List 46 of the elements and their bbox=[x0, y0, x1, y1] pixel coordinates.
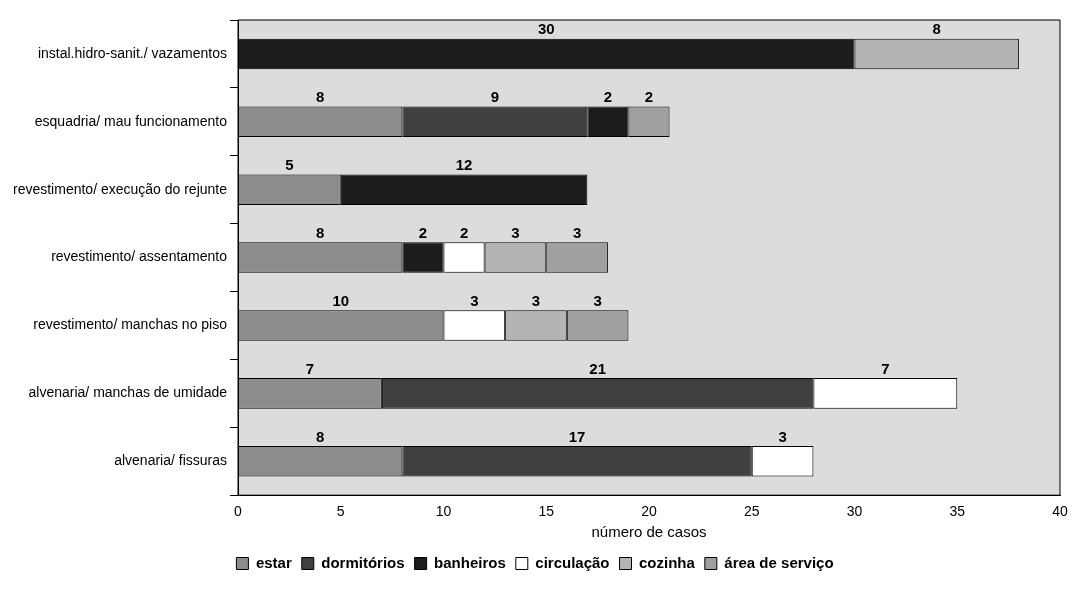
data-label: 8 bbox=[316, 88, 325, 106]
data-label: 3 bbox=[572, 223, 582, 241]
x-tick-label: 35 bbox=[949, 503, 966, 520]
data-label: 3 bbox=[593, 291, 602, 309]
y-tick-label: alvenaria/ fissuras bbox=[114, 452, 228, 469]
data-label: 3 bbox=[470, 291, 479, 309]
legend-label: cozinha bbox=[639, 553, 696, 571]
y-tick-label: esquadria/ mau funcionamento bbox=[34, 112, 228, 129]
x-axis-title: número de casos bbox=[591, 523, 707, 541]
x-tick-label: 0 bbox=[234, 503, 243, 520]
y-tick-label: revestimento/ execução do rejunte bbox=[13, 180, 228, 197]
data-label: 2 bbox=[644, 88, 654, 106]
data-label: 8 bbox=[316, 223, 325, 241]
y-tick-label: alvenaria/ manchas de umidade bbox=[28, 384, 228, 401]
legend-label: dormitórios bbox=[321, 553, 405, 571]
x-tick-label: 20 bbox=[641, 503, 657, 520]
y-tick-label: revestimento/ assentamento bbox=[51, 248, 228, 265]
data-label: 2 bbox=[459, 223, 469, 241]
x-tick-label: 10 bbox=[435, 503, 452, 520]
data-label: 5 bbox=[285, 156, 294, 174]
data-label: 3 bbox=[778, 427, 787, 445]
y-tick-label: instal.hidro-sanit./ vazamentos bbox=[37, 44, 228, 61]
data-label: 7 bbox=[881, 359, 890, 377]
x-tick-label: 25 bbox=[743, 503, 760, 520]
data-label: 30 bbox=[537, 20, 555, 38]
x-tick-label: 5 bbox=[336, 503, 345, 520]
data-label: 10 bbox=[332, 291, 350, 309]
legend-label: circulação bbox=[535, 553, 610, 571]
data-label: 9 bbox=[490, 88, 500, 106]
x-tick-label: 40 bbox=[1052, 503, 1068, 520]
data-label: 7 bbox=[305, 359, 315, 377]
legend-label: estar bbox=[255, 553, 292, 571]
x-tick-label: 30 bbox=[846, 503, 863, 520]
data-label: 2 bbox=[603, 88, 613, 106]
data-label: 3 bbox=[511, 223, 520, 241]
legend-label: área de serviço bbox=[724, 553, 834, 571]
data-label: 8 bbox=[316, 427, 325, 445]
x-tick-label: 15 bbox=[538, 503, 555, 520]
data-label: 21 bbox=[589, 359, 606, 377]
data-label: 12 bbox=[455, 156, 473, 174]
data-label: 17 bbox=[568, 427, 586, 445]
data-label: 8 bbox=[932, 20, 941, 38]
y-tick-label: revestimento/ manchas no piso bbox=[33, 316, 228, 333]
legend-label: banheiros bbox=[434, 553, 506, 571]
data-label: 3 bbox=[531, 291, 541, 309]
data-label: 2 bbox=[418, 223, 428, 241]
